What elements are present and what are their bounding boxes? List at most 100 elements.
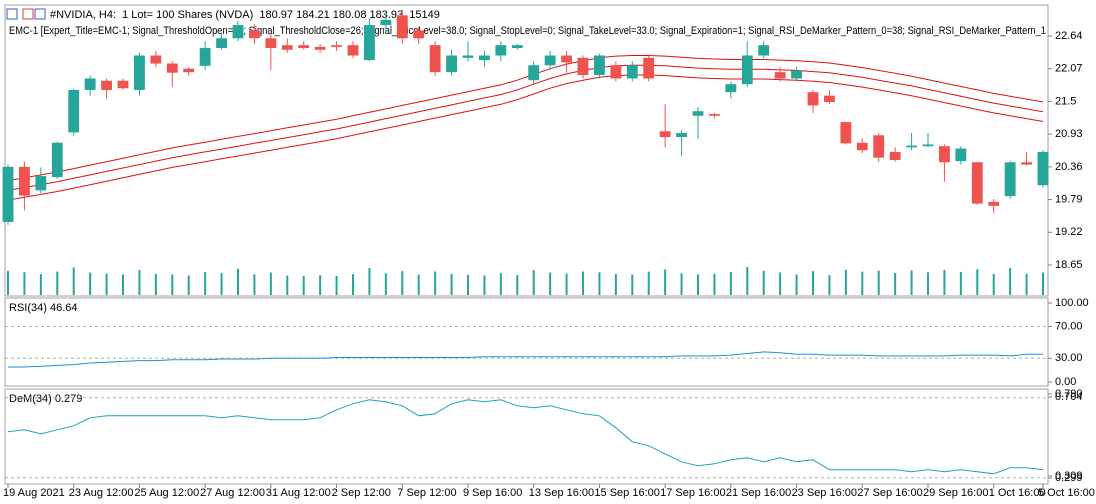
volume-bar	[943, 269, 946, 295]
candle-body	[2, 166, 14, 222]
volume-bar	[401, 271, 404, 295]
envelope-line	[7, 64, 1044, 191]
volume-bar	[1009, 268, 1012, 295]
volume-bar	[220, 272, 223, 295]
candle-body	[166, 63, 178, 73]
indicator-line	[7, 399, 1044, 475]
volume-bar	[762, 270, 765, 295]
volume-bar	[269, 272, 272, 295]
candle-body	[68, 89, 80, 133]
candle-body	[955, 148, 967, 162]
candle-body	[216, 38, 227, 49]
candle-body	[659, 131, 671, 138]
envelope-line	[7, 55, 1044, 182]
x-tick-label: 23 Sep 16:00	[792, 487, 857, 499]
volume-bar	[976, 269, 979, 295]
volume-bar	[844, 269, 847, 295]
volume-bar	[746, 267, 749, 295]
candle-body	[1004, 162, 1016, 197]
y-tick-label: 0.309	[1055, 470, 1083, 482]
volume-bar	[253, 274, 256, 295]
dem-panel	[4, 388, 1049, 485]
y-tick-label: 19.79	[1055, 193, 1083, 205]
y-tick-label: 18.65	[1055, 259, 1083, 271]
candle-body	[889, 151, 901, 160]
panel-title: RSI(34) 46.64	[9, 302, 77, 314]
volume-bar	[286, 275, 289, 295]
volume-bar	[697, 274, 699, 295]
candle-body	[84, 78, 96, 90]
volume-bar	[335, 275, 338, 295]
x-tick-label: 7 Sep 12:00	[397, 487, 456, 499]
candle-body	[117, 80, 129, 89]
volume-bar	[434, 271, 437, 295]
volume-bar	[779, 272, 782, 295]
volume-bar	[894, 272, 897, 295]
volume-bar	[959, 271, 962, 295]
x-tick-label: 27 Aug 12:00	[200, 487, 265, 499]
volume-bar	[302, 276, 305, 295]
volume-bar	[171, 274, 174, 295]
candle-body	[35, 176, 47, 191]
volume-bar	[39, 274, 42, 295]
candle-body	[824, 95, 835, 102]
candle-body	[199, 48, 211, 66]
y-tick-label: 0.00	[1055, 376, 1076, 388]
volume-bar	[565, 273, 568, 295]
volume-bar	[598, 272, 601, 295]
volume-bar	[138, 269, 141, 295]
candle-body	[988, 201, 1000, 206]
volume-bar	[680, 273, 683, 295]
volume-bar	[1025, 273, 1028, 295]
candle-body	[281, 45, 293, 50]
volume-bar	[499, 273, 502, 295]
candle-body	[249, 30, 260, 39]
x-tick-label: 31 Aug 12:00	[266, 487, 331, 499]
volume-bar	[582, 271, 584, 295]
candle-body	[594, 55, 605, 76]
volume-bar	[7, 271, 9, 295]
y-tick-label: 20.93	[1055, 128, 1083, 140]
volume-bar	[319, 275, 322, 295]
y-tick-label: 20.36	[1055, 161, 1083, 173]
icon	[6, 8, 18, 20]
candle-body	[479, 55, 490, 61]
candle-body	[577, 57, 589, 76]
y-tick-label: 22.64	[1055, 30, 1083, 42]
candle-body	[791, 70, 802, 79]
volume-bar	[384, 273, 387, 295]
envelope-line	[7, 74, 1044, 201]
candle-body	[314, 46, 326, 50]
candle-body	[298, 45, 310, 49]
main-panel	[4, 4, 1049, 297]
candle-body	[19, 166, 30, 196]
candle-body	[544, 55, 556, 66]
volume-bar	[56, 271, 59, 295]
candle-body	[741, 55, 753, 85]
candle-body	[1037, 151, 1049, 186]
volume-bar	[532, 270, 535, 295]
panel-title: DeM(34) 0.279	[9, 393, 82, 405]
volume-bar	[910, 270, 913, 295]
volume-bar	[549, 272, 552, 295]
candle-body	[676, 132, 687, 138]
candle-body	[856, 142, 868, 151]
volume-bar	[647, 271, 650, 295]
volume-bar	[105, 273, 108, 295]
candle-body	[626, 65, 638, 79]
y-tick-label: 0.299	[1055, 472, 1083, 484]
volume-bar	[122, 274, 124, 295]
x-tick-label: 23 Aug 12:00	[69, 487, 134, 499]
volume-bar	[631, 274, 634, 295]
candle-body	[906, 145, 917, 148]
volume-bar	[368, 268, 371, 295]
x-tick-label: 13 Sep 16:00	[529, 487, 594, 499]
candle-body	[429, 45, 441, 73]
y-tick-label: 30.00	[1055, 352, 1083, 364]
volume-bar	[1042, 272, 1044, 295]
candle-body	[232, 25, 244, 39]
volume-bar	[927, 272, 929, 295]
candle-body	[347, 45, 359, 56]
